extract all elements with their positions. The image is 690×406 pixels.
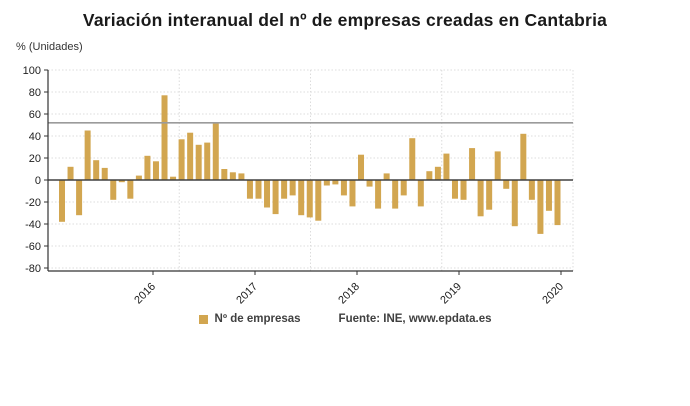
- x-tick-label: 2019: [438, 281, 464, 307]
- bar: [503, 180, 510, 189]
- bar: [358, 154, 365, 180]
- bar: [469, 148, 476, 180]
- bar: [306, 180, 313, 218]
- bar: [84, 130, 91, 180]
- bar: [340, 180, 347, 196]
- x-tick-label: 2017: [234, 281, 260, 307]
- legend-item-empresas[interactable]: Nº de empresas: [198, 313, 301, 325]
- bar: [332, 180, 339, 185]
- bar: [528, 180, 535, 200]
- bars-group: [59, 95, 561, 234]
- y-tick-label: 20: [29, 153, 41, 165]
- bar: [264, 180, 271, 208]
- y-tick-label: 0: [35, 175, 41, 187]
- bar: [298, 180, 305, 216]
- x-tick-label: 2020: [540, 281, 566, 307]
- bar: [443, 153, 450, 180]
- bar: [434, 166, 441, 180]
- x-tick-label: 2018: [336, 281, 362, 307]
- bar: [409, 138, 416, 180]
- bar: [426, 171, 433, 180]
- bar: [537, 180, 544, 234]
- bar: [101, 167, 108, 180]
- y-tick-label: -60: [25, 241, 41, 253]
- bar: [511, 180, 518, 227]
- bar: [246, 180, 253, 199]
- bar: [289, 180, 296, 196]
- bar: [118, 180, 125, 183]
- bar: [135, 175, 142, 180]
- bar: [229, 172, 236, 180]
- bar: [451, 180, 458, 199]
- bar: [76, 180, 83, 216]
- bar: [187, 132, 194, 180]
- bar: [460, 180, 467, 200]
- bar: [152, 161, 159, 180]
- y-tick-label: 40: [29, 131, 41, 143]
- y-tick-label: 60: [29, 109, 41, 121]
- bar: [494, 151, 501, 180]
- bar: [195, 144, 202, 180]
- bar: [545, 180, 552, 211]
- bar: [221, 169, 228, 180]
- x-tick-label: 2016: [132, 281, 158, 307]
- bar: [315, 180, 322, 221]
- bar: [400, 180, 407, 196]
- bar: [520, 133, 527, 180]
- bar: [204, 142, 211, 180]
- y-tick-label: 100: [23, 65, 41, 77]
- bar: [375, 180, 382, 209]
- legend-row: Nº de empresas Fuente: INE, www.epdata.e…: [0, 313, 690, 325]
- bar: [554, 180, 561, 226]
- source-text: Fuente: INE, www.epdata.es: [338, 313, 492, 325]
- bar: [110, 180, 117, 200]
- bar: [144, 155, 151, 180]
- bar: [323, 180, 330, 186]
- bar: [383, 173, 390, 180]
- legend-label: Nº de empresas: [214, 313, 301, 325]
- bar: [93, 160, 100, 180]
- chart-svg: 100 80 60 40 20 0 -20 -40 -60 -80 2016 2017 2018 2019…: [23, 65, 574, 307]
- y-tick-label: -20: [25, 197, 41, 209]
- bar: [477, 180, 484, 217]
- bar: [272, 180, 279, 215]
- bar: [212, 122, 219, 180]
- bar: [170, 176, 177, 180]
- y-tick-label: -80: [25, 263, 41, 275]
- bar: [67, 166, 74, 180]
- bar: [281, 180, 288, 199]
- legend-swatch: [198, 314, 208, 324]
- bar: [178, 139, 185, 180]
- y-tick-label: -40: [25, 219, 41, 231]
- chart-title: Variación interanual del nº de empresas …: [82, 10, 608, 30]
- bar: [255, 180, 262, 199]
- bar: [486, 180, 493, 210]
- bar: [127, 180, 134, 199]
- bar: [161, 95, 168, 180]
- y-tick-label: 80: [29, 87, 41, 99]
- bar: [392, 180, 399, 209]
- bar: [417, 180, 424, 207]
- bar: [366, 180, 373, 187]
- bar: [238, 173, 245, 180]
- bar: [349, 180, 356, 207]
- bar: [59, 180, 65, 222]
- y-axis-unit-label: % (Unidades): [16, 41, 83, 53]
